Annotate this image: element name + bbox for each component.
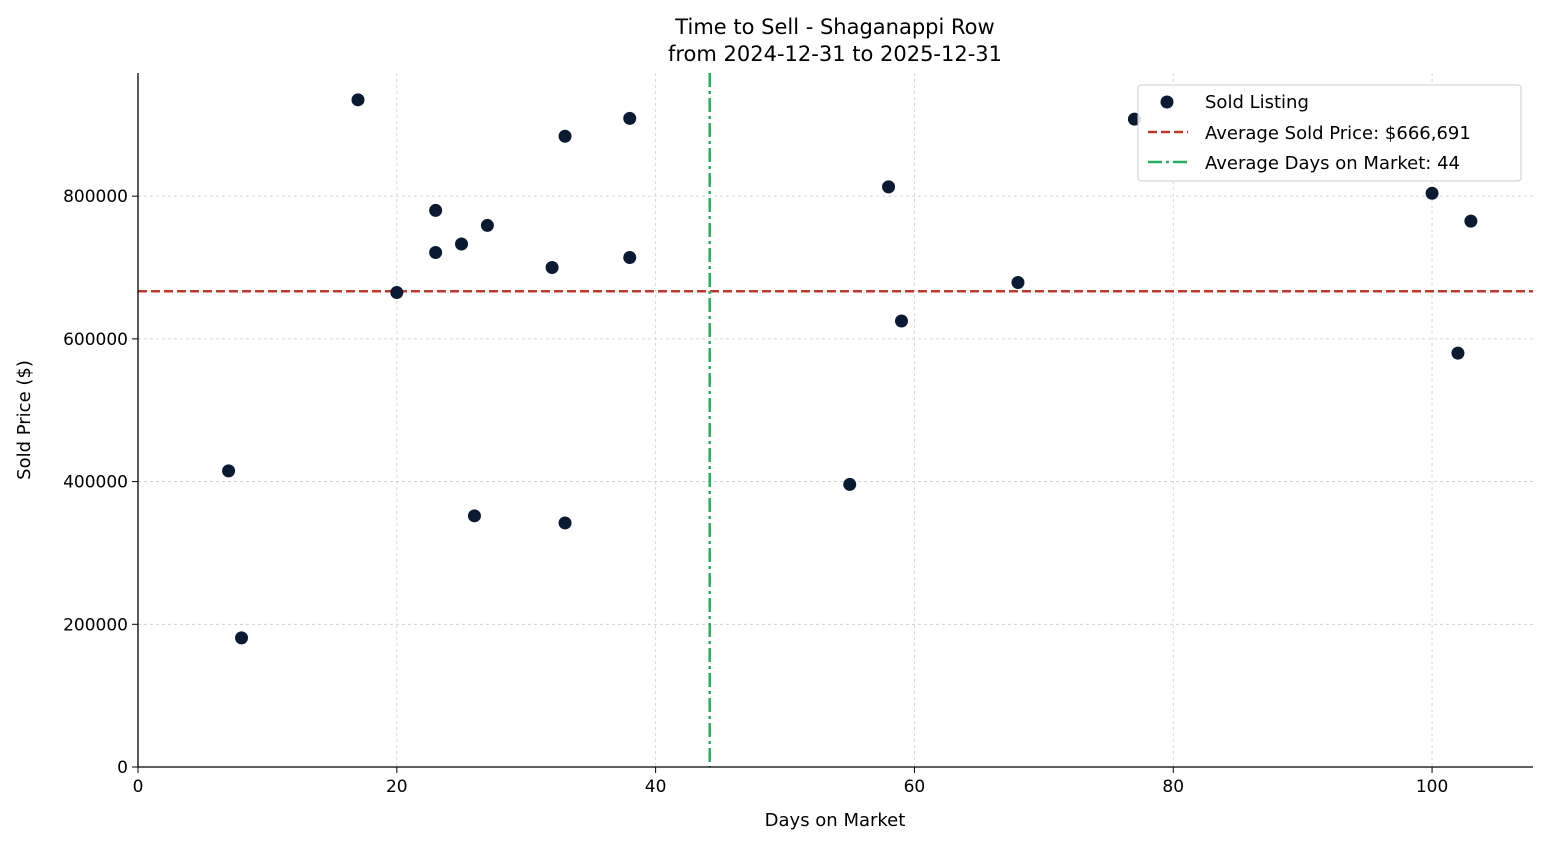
data-point [882,180,896,194]
data-point [894,314,908,328]
data-point [467,509,481,523]
y-tick-label: 400000 [63,473,128,493]
y-tick-label: 200000 [63,615,128,635]
data-point [455,237,469,251]
legend-box [1137,84,1522,182]
data-point [429,203,443,217]
y-tick-label: 600000 [63,330,128,350]
data-point [623,251,637,265]
data-point [235,631,249,645]
ticks: 0 20 40 60 80 100 0 200000 400000 600000 800000 [63,187,1448,797]
legend-label-avg-days: Average Days on Market: 44 [1205,153,1460,174]
y-tick-label: 0 [117,758,128,778]
x-tick-label: 40 [645,777,667,797]
data-point [1425,186,1439,200]
x-tick-label: 80 [1162,777,1184,797]
data-point [1464,214,1478,228]
legend-label-points: Sold Listing [1205,92,1309,113]
y-tick-label: 800000 [63,187,128,207]
x-tick-label: 100 [1416,777,1448,797]
x-tick-label: 0 [133,777,144,797]
x-tick-label: 60 [904,777,926,797]
chart-subtitle: from 2024-12-31 to 2025-12-31 [668,42,1002,66]
reference-lines [138,73,1533,767]
data-point [1451,346,1465,360]
data-point [545,261,559,275]
legend-marker-points [1160,95,1174,109]
data-point [558,516,572,530]
x-axis-label: Days on Market [765,810,906,831]
data-point [351,93,365,107]
data-point [429,246,443,260]
chart-title: Time to Sell - Shaganappi Row [674,15,994,39]
x-tick-label: 20 [386,777,408,797]
grid [138,73,1533,767]
legend: Sold Listing Average Sold Price: $666,69… [1137,84,1522,182]
data-point [623,111,637,125]
y-axis-label: Sold Price ($) [14,360,35,480]
legend-label-avg-price: Average Sold Price: $666,691 [1205,123,1471,144]
data-point [390,285,404,299]
data-point [480,218,494,232]
data-point [1011,275,1025,289]
data-point [222,464,236,478]
data-point [843,477,857,491]
points [222,93,1478,645]
data-point [558,129,572,143]
